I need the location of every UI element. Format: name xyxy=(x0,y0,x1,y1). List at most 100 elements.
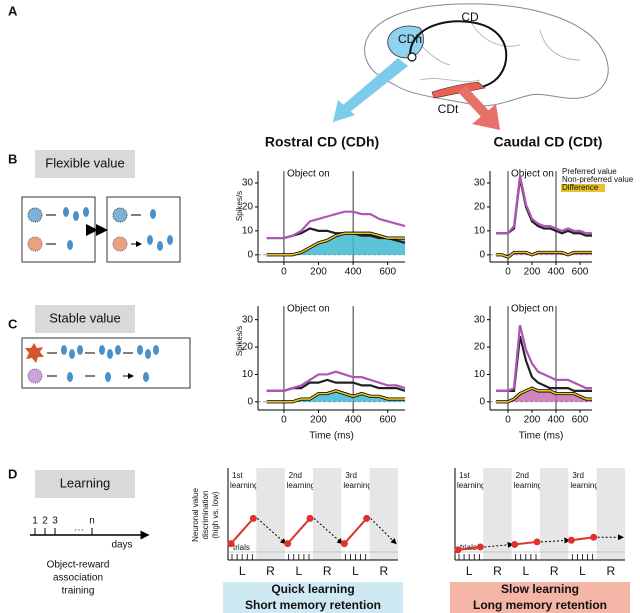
flexible-icons xyxy=(21,196,181,263)
y-tick-label: 0 xyxy=(247,249,253,260)
condition-label: Stable value xyxy=(49,310,121,325)
x-tick-label: 0 xyxy=(505,415,511,426)
psth-line xyxy=(496,175,592,235)
column-label: L xyxy=(579,564,586,578)
day-label: 2 xyxy=(42,516,48,527)
learning-number: 3rd xyxy=(345,471,357,480)
day-label: n xyxy=(89,516,95,527)
panel-label: B xyxy=(8,151,17,166)
column-label: L xyxy=(352,564,359,578)
learning-word: learning xyxy=(230,481,258,490)
learning-number: 2nd xyxy=(289,471,302,480)
learning-line xyxy=(343,517,368,545)
x-tick-label: 600 xyxy=(572,415,589,426)
retention-column xyxy=(540,468,569,560)
y-tick-label: 10 xyxy=(474,369,486,380)
y-axis-label: Neuronal value xyxy=(191,488,200,542)
difference-area xyxy=(266,233,405,255)
condition-box xyxy=(35,470,135,498)
caption: Quick learning xyxy=(271,582,354,596)
event-label: Object on xyxy=(287,304,330,315)
y-tick-label: 20 xyxy=(242,202,254,213)
condition-box xyxy=(35,150,135,178)
column-label: R xyxy=(266,564,275,578)
y-tick-label: 30 xyxy=(474,178,486,189)
panel-label: C xyxy=(8,316,18,331)
x-tick-label: 600 xyxy=(379,415,396,426)
y-tick-label: 0 xyxy=(247,396,253,407)
x-tick-label: 200 xyxy=(524,415,541,426)
column-label: L xyxy=(295,564,302,578)
retention-column xyxy=(256,468,285,560)
x-axis-label: Time (ms) xyxy=(519,431,564,442)
learning-word: learning xyxy=(514,481,542,490)
x-tick-label: 600 xyxy=(379,267,396,278)
training-label: Object-reward xyxy=(47,560,110,571)
learning-point xyxy=(511,540,519,548)
y-tick-label: 30 xyxy=(242,178,254,189)
stable-icons xyxy=(21,337,191,389)
psth-line xyxy=(266,232,405,256)
training-label: association xyxy=(53,573,103,584)
column-label: R xyxy=(379,564,388,578)
y-tick-label: 30 xyxy=(242,314,254,325)
learning-point xyxy=(340,540,348,548)
learning-point xyxy=(227,540,235,548)
legend-swatch xyxy=(561,184,605,192)
difference-area xyxy=(266,390,405,402)
column-label: L xyxy=(466,564,473,578)
day-label: 3 xyxy=(52,516,58,527)
learning-line xyxy=(286,517,311,545)
y-tick-label: 20 xyxy=(242,342,254,353)
psth-line xyxy=(266,390,405,403)
learning-point xyxy=(306,514,314,522)
psth-line xyxy=(496,251,592,259)
column-title: Caudal CD (CDt) xyxy=(494,134,603,150)
x-tick-label: 200 xyxy=(524,267,541,278)
x-tick-label: 400 xyxy=(345,267,362,278)
retention-column xyxy=(313,468,342,560)
learning-number: 1st xyxy=(232,471,243,480)
x-tick-label: 0 xyxy=(281,267,287,278)
retention-arrow xyxy=(370,518,397,545)
column-label: L xyxy=(239,564,246,578)
y-tick-label: 10 xyxy=(474,226,486,237)
learning-number: 3rd xyxy=(572,471,584,480)
learning-point xyxy=(284,540,292,548)
condition-label: Learning xyxy=(60,475,111,490)
learning-word: learning xyxy=(570,481,598,490)
learning-number: 2nd xyxy=(516,471,529,480)
legend-entry: Preferred value xyxy=(562,167,617,176)
x-tick-label: 200 xyxy=(310,267,327,278)
x-tick-label: 600 xyxy=(572,267,589,278)
days-label: days xyxy=(111,540,132,551)
difference-area xyxy=(496,388,592,402)
column-title: Rostral CD (CDh) xyxy=(265,134,379,150)
x-axis-label: Time (ms) xyxy=(309,431,354,442)
column-label: R xyxy=(493,564,502,578)
psth-line xyxy=(266,370,406,392)
learning-word: learning xyxy=(343,481,371,490)
timeline: ··· xyxy=(30,525,150,540)
x-tick-label: 400 xyxy=(345,415,362,426)
y-tick-label: 0 xyxy=(479,249,485,260)
x-tick-label: 400 xyxy=(548,415,565,426)
legend-entry: Non-preferred value xyxy=(562,175,634,184)
retention-arrow xyxy=(484,541,514,548)
column-label: R xyxy=(550,564,559,578)
y-tick-label: 10 xyxy=(242,369,254,380)
learning-point xyxy=(249,514,257,522)
y-tick-label: 10 xyxy=(242,226,254,237)
psth-line xyxy=(496,335,592,392)
brain-label: CDh xyxy=(398,32,422,46)
y-axis-label: Spikes/s xyxy=(235,326,244,356)
y-tick-label: 0 xyxy=(479,396,485,407)
retention-column xyxy=(596,468,625,560)
event-label: Object on xyxy=(511,169,554,180)
condition-label: Flexible value xyxy=(45,155,125,170)
learning-point xyxy=(454,546,462,554)
caption-box xyxy=(450,582,630,613)
column-label: L xyxy=(522,564,529,578)
y-axis-label: discrimination xyxy=(201,491,210,540)
